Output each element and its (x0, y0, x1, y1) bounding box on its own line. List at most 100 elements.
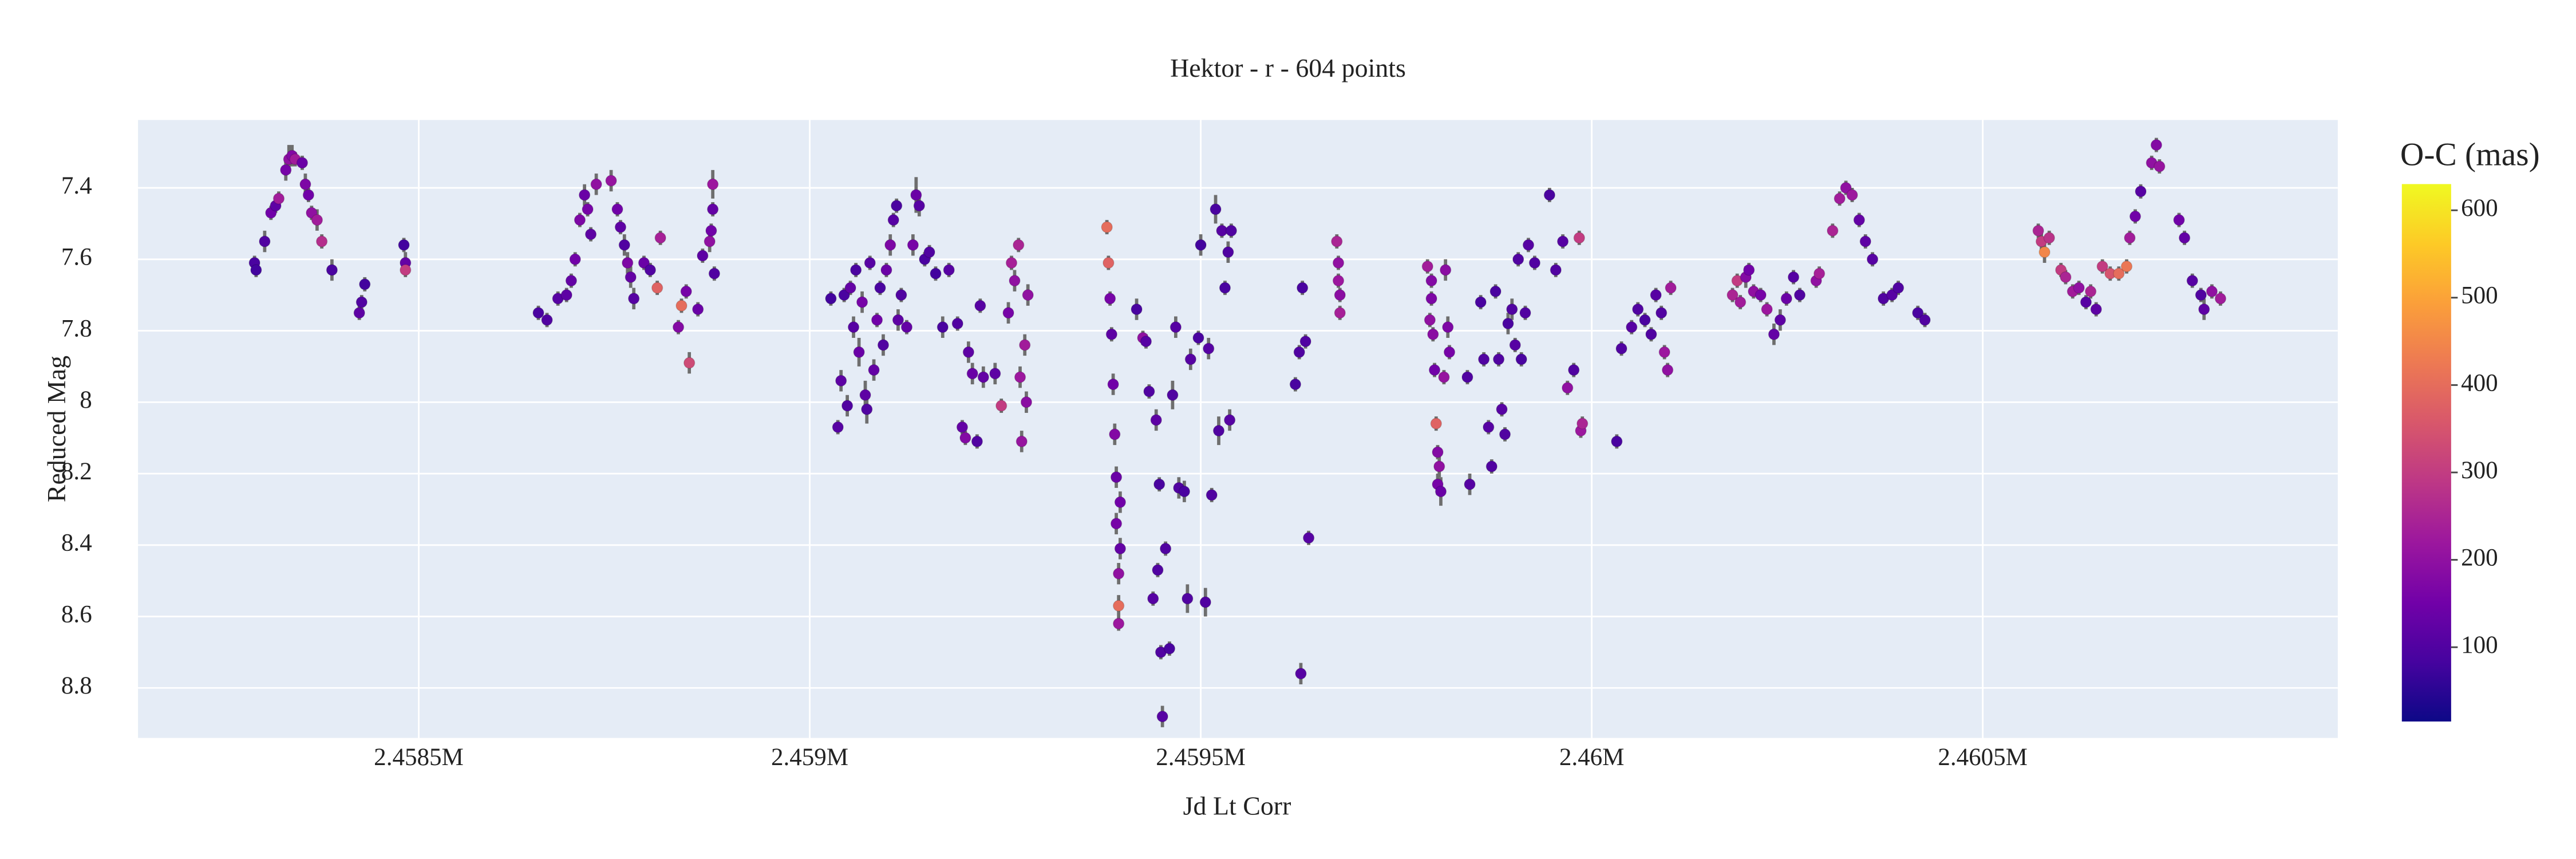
data-point (880, 264, 892, 276)
data-point (1490, 285, 1502, 298)
data-point (706, 178, 719, 190)
data-point (1512, 253, 1524, 265)
data-point (838, 289, 850, 301)
data-point (2038, 246, 2050, 258)
data-point (1332, 274, 1345, 287)
data-point (1167, 389, 1179, 401)
data-point (1661, 364, 1674, 376)
data-point (1443, 346, 1456, 358)
data-point (1192, 332, 1204, 344)
data-point (1156, 710, 1168, 723)
data-point (1519, 307, 1531, 319)
x-tick-label: 2.46M (1559, 744, 1625, 771)
data-point (971, 435, 983, 448)
y-tick-label: 8.8 (61, 672, 92, 699)
data-point (1334, 289, 1346, 301)
data-point (697, 250, 709, 262)
data-point (1793, 289, 1806, 301)
data-point (2206, 285, 2218, 298)
data-point (1528, 257, 1541, 269)
data-point (259, 235, 271, 247)
data-point (1755, 289, 1767, 301)
data-point (853, 346, 865, 358)
data-point (937, 321, 949, 333)
data-point (1485, 460, 1498, 472)
data-point (692, 303, 704, 316)
data-point (1425, 274, 1437, 287)
data-point (1002, 307, 1014, 319)
data-point (1866, 253, 1879, 265)
data-point (825, 293, 837, 305)
data-point (1427, 328, 1439, 340)
data-point (1005, 257, 1018, 269)
data-point (850, 264, 862, 276)
data-point (962, 346, 975, 358)
data-point (1334, 307, 1346, 319)
data-point (1302, 532, 1315, 544)
data-point (1184, 353, 1197, 365)
data-point (1222, 246, 1234, 258)
data-point (672, 321, 685, 333)
data-point (2084, 285, 2097, 298)
data-point (2135, 186, 2147, 198)
data-point (627, 293, 640, 305)
data-point (302, 189, 315, 201)
data-point (1496, 403, 1508, 415)
data-point (2195, 289, 2207, 301)
data-point (1886, 289, 1898, 301)
data-point (1170, 321, 1182, 333)
data-point (565, 274, 578, 287)
data-point (280, 164, 292, 176)
data-point (1573, 232, 1585, 244)
data-point (1147, 593, 1159, 605)
data-point (2032, 224, 2044, 237)
data-point (705, 224, 717, 237)
data-point (654, 232, 666, 244)
data-point (326, 264, 338, 276)
data-point (605, 175, 617, 187)
data-point (1182, 593, 1194, 605)
data-point (1421, 261, 1433, 273)
colorbar (2401, 184, 2451, 722)
data-point (398, 239, 410, 251)
data-point (884, 239, 896, 251)
data-point (1009, 274, 1021, 287)
data-point (1225, 224, 1238, 237)
data-point (1464, 478, 1476, 490)
data-point (841, 400, 854, 412)
data-point (1112, 617, 1125, 630)
data-point (1425, 293, 1437, 305)
data-point (708, 267, 721, 279)
data-point (1492, 353, 1505, 365)
data-point (859, 389, 871, 401)
x-tick-label: 2.4595M (1156, 744, 1246, 771)
data-point (683, 357, 696, 369)
data-point (1632, 303, 1644, 316)
data-point (622, 257, 634, 269)
data-point (1502, 317, 1514, 330)
data-point (900, 321, 913, 333)
data-point (638, 257, 650, 269)
data-point (2186, 274, 2198, 287)
y-tick-label: 8.2 (61, 458, 92, 485)
data-point (1432, 446, 1444, 458)
data-point (1433, 460, 1445, 472)
data-point (1859, 235, 1871, 247)
data-point (2150, 139, 2163, 151)
data-point (2096, 261, 2108, 273)
data-point (877, 339, 890, 351)
data-point (2043, 232, 2055, 244)
data-point (359, 278, 371, 290)
data-point (1150, 414, 1162, 426)
data-point (2113, 267, 2125, 279)
data-point (311, 214, 323, 226)
y-axis-title: Reduced Mag (42, 356, 71, 502)
data-point (675, 300, 688, 312)
data-point (2120, 261, 2133, 273)
data-point (1761, 303, 1773, 316)
data-point (1203, 342, 1215, 354)
data-point (1813, 267, 1826, 279)
data-point (892, 314, 904, 326)
data-point (1656, 307, 1668, 319)
